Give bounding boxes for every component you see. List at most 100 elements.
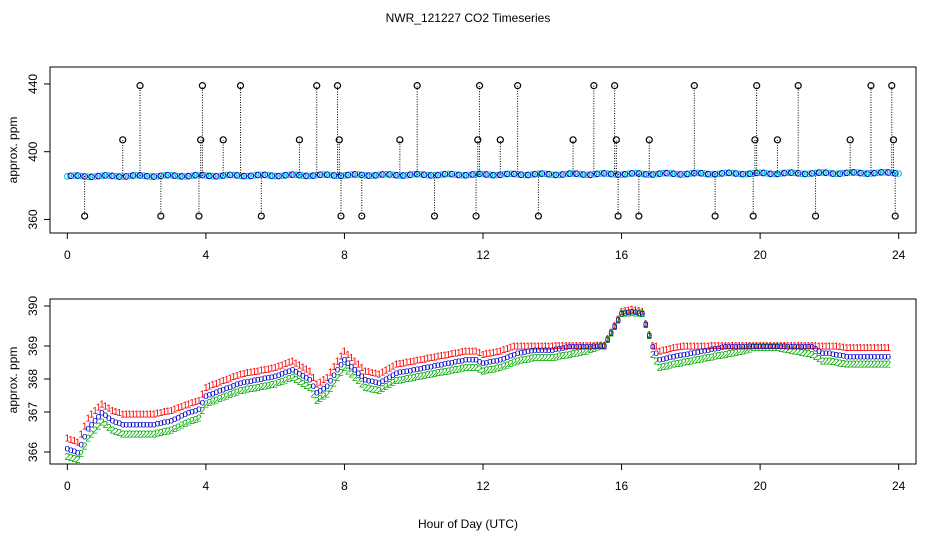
series-2-point: 2 bbox=[207, 398, 213, 409]
series-2-point: 2 bbox=[692, 356, 698, 367]
series-1-point: 1 bbox=[103, 401, 109, 412]
top-baseline-point bbox=[839, 169, 847, 177]
top-baseline-point bbox=[469, 171, 476, 178]
series-3-point: o bbox=[300, 371, 306, 382]
top-high-spike-point bbox=[888, 82, 896, 90]
top-baseline-point bbox=[507, 170, 515, 178]
series-2-point: 2 bbox=[872, 360, 878, 371]
top-baseline-point bbox=[67, 172, 75, 180]
series-2-point: 2 bbox=[584, 346, 590, 357]
series-2-point: 2 bbox=[356, 376, 362, 387]
series-2-point: 2 bbox=[477, 365, 483, 376]
series-2-point: 2 bbox=[601, 341, 607, 352]
top-mid-spike-point bbox=[496, 136, 504, 144]
top-baseline-point bbox=[354, 171, 362, 178]
series-1-point: 1 bbox=[598, 341, 604, 352]
series-2-point: 2 bbox=[820, 356, 826, 367]
top-baseline-point bbox=[254, 171, 262, 179]
series-1-point: 1 bbox=[210, 380, 216, 391]
top-baseline-point bbox=[490, 171, 497, 179]
series-3-point: o bbox=[608, 328, 614, 339]
series-1-point: 1 bbox=[397, 359, 403, 370]
top-baseline-point bbox=[600, 170, 608, 177]
series-1-point: 1 bbox=[692, 341, 698, 352]
top-baseline-point bbox=[483, 171, 490, 178]
series-3-point: o bbox=[373, 377, 379, 388]
series-2-point: 2 bbox=[581, 347, 587, 358]
series-1-point: 1 bbox=[459, 347, 465, 358]
series-3-point: o bbox=[317, 386, 323, 397]
top-mid-spike-point bbox=[846, 136, 854, 144]
series-2-point: 2 bbox=[491, 364, 497, 375]
series-2-point: 2 bbox=[331, 378, 337, 389]
top-baseline-point bbox=[465, 171, 473, 179]
top-mid-spike-point bbox=[569, 136, 577, 144]
series-3-point: o bbox=[792, 341, 798, 352]
bottom-y-tick-label: 366 bbox=[26, 442, 40, 462]
series-3-point: o bbox=[162, 417, 168, 428]
top-baseline-point bbox=[129, 172, 137, 179]
top-baseline-point bbox=[147, 173, 154, 180]
series-2-point: 2 bbox=[806, 349, 812, 360]
series-3-point: o bbox=[269, 372, 275, 383]
series-1-point: 1 bbox=[203, 383, 209, 394]
top-baseline-point bbox=[299, 172, 307, 179]
top-baseline-point bbox=[618, 171, 625, 178]
series-1-point: 1 bbox=[473, 346, 479, 357]
top-baseline-point bbox=[462, 171, 470, 179]
series-1-point: 1 bbox=[141, 410, 147, 421]
series-3-point: o bbox=[328, 376, 334, 387]
series-1-point: 1 bbox=[809, 341, 815, 352]
series-1-point: 1 bbox=[667, 344, 673, 355]
series-3-point: o bbox=[681, 349, 687, 360]
series-2-point: 2 bbox=[823, 356, 829, 367]
series-3-point: o bbox=[622, 308, 628, 319]
series-1-point: 1 bbox=[685, 341, 691, 352]
top-baseline-point bbox=[212, 172, 220, 180]
top-baseline-point bbox=[445, 170, 452, 178]
top-high-spike-point bbox=[753, 82, 761, 90]
top-baseline-point bbox=[715, 170, 722, 178]
series-3-point: o bbox=[854, 351, 860, 362]
series-1-point: 1 bbox=[508, 342, 514, 353]
series-2-point: 2 bbox=[307, 383, 313, 394]
series-2-point: 2 bbox=[82, 442, 88, 453]
series-3-point: o bbox=[259, 374, 265, 385]
series-1-point: 1 bbox=[522, 341, 528, 352]
series-1-point: 1 bbox=[359, 363, 365, 374]
series-2-point: 2 bbox=[511, 358, 517, 369]
top-baseline-point bbox=[781, 169, 788, 177]
series-1-point: 1 bbox=[532, 341, 538, 352]
top-high-spike-point bbox=[690, 82, 698, 90]
series-3-point: o bbox=[525, 346, 531, 357]
series-2-point: 2 bbox=[432, 369, 438, 380]
series-1-point: 1 bbox=[286, 358, 292, 369]
series-1-point: 1 bbox=[539, 341, 545, 352]
series-2-point: 2 bbox=[636, 309, 642, 320]
series-1-point: 1 bbox=[782, 341, 788, 352]
series-2-point: 2 bbox=[286, 374, 292, 385]
series-3-point: o bbox=[861, 351, 867, 362]
series-2-point: 2 bbox=[148, 430, 154, 441]
series-3-point: o bbox=[130, 420, 136, 431]
series-3-point: o bbox=[265, 373, 271, 384]
series-2-point: 2 bbox=[414, 372, 420, 383]
series-3-point: o bbox=[407, 365, 413, 376]
series-3-point: o bbox=[459, 355, 465, 366]
series-3-point: o bbox=[89, 420, 95, 431]
top-baseline-point bbox=[815, 169, 823, 176]
series-1-point: 1 bbox=[823, 341, 829, 352]
series-3-point: o bbox=[352, 365, 358, 376]
top-baseline-point bbox=[694, 169, 702, 177]
bottom-y-tick-label: 390 bbox=[26, 296, 40, 316]
series-1-point: 1 bbox=[449, 349, 455, 360]
series-1-point: 1 bbox=[321, 375, 327, 386]
series-1-point: 1 bbox=[879, 343, 885, 354]
series-3-point: o bbox=[799, 341, 805, 352]
series-2-point: 2 bbox=[442, 367, 448, 378]
series-1-point: 1 bbox=[750, 341, 756, 352]
series-1-point: 1 bbox=[570, 341, 576, 352]
series-2-point: 2 bbox=[743, 345, 749, 356]
top-baseline-point bbox=[458, 171, 466, 179]
